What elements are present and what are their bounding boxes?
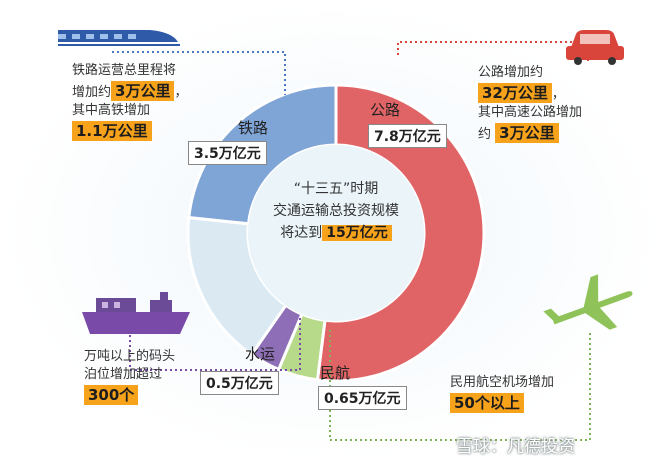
car-icon [566, 30, 624, 65]
water-line-3: 300个 [84, 384, 175, 406]
road-line-2: 32万公里， [478, 82, 582, 104]
slice-value-rail: 3.5万亿元 [188, 141, 267, 165]
air-annotation: 民用航空机场增加 50个以上 [450, 374, 554, 414]
connector-lines [112, 41, 591, 441]
center-text: “十三五”时期 交通运输总投资规模 将达到 15万亿元 [256, 178, 416, 244]
slice-value-air: 0.65万亿元 [318, 386, 407, 410]
rail-line-4: 1.1万公里 [72, 120, 187, 142]
rail-line-2-suffix: ， [174, 85, 188, 100]
rail-line-2: 增加约 3万公里， [72, 80, 187, 102]
center-line-2: 交通运输总投资规模 [273, 203, 399, 219]
road-annotation: 公路增加约 32万公里， 其中高速公路增加 约 3万公里 [478, 64, 582, 144]
slice-label-air: 民航 [320, 364, 351, 382]
water-annotation: 万吨以上的码头 泊位增加超过 300个 [84, 348, 175, 406]
rail-highspeed-value: 1.1万公里 [72, 121, 152, 141]
slice-label-rail: 铁路 [238, 119, 269, 137]
road-line-4-prefix: 约 [478, 127, 492, 142]
water-line-2: 泊位增加超过 [84, 367, 163, 382]
water-line-1: 万吨以上的码头 [84, 349, 176, 364]
center-line-3: 将达到 15万亿元 [256, 222, 416, 244]
train-icon [58, 30, 180, 46]
road-expressway-value: 3万公里 [495, 123, 559, 143]
total-value: 15万亿元 [322, 225, 392, 241]
road-line-4: 约 3万公里 [478, 122, 582, 144]
rail-line-3: 其中高铁增加 [72, 103, 151, 118]
rail-annotation: 铁路运营总里程将 增加约 3万公里， 其中高铁增加 1.1万公里 [72, 62, 187, 142]
plane-icon [543, 274, 633, 330]
water-berth-value: 300个 [84, 385, 139, 405]
rail-mileage-value: 3万公里 [111, 81, 175, 101]
watermark: 雪球：凡德投资 [456, 437, 575, 457]
road-mileage-value: 32万公里 [478, 83, 552, 103]
slice-value-water: 0.5万亿元 [200, 371, 279, 395]
rail-line-1: 铁路运营总里程将 [72, 63, 177, 78]
center-line-1: “十三五”时期 [293, 181, 379, 197]
slice-value-road: 7.8万亿元 [368, 124, 447, 148]
slice-label-road: 公路 [370, 101, 401, 119]
road-line-1: 公路增加约 [478, 65, 544, 80]
road-line-3: 其中高速公路增加 [478, 105, 583, 120]
air-line-1: 民用航空机场增加 [450, 375, 555, 390]
center-line-3-prefix: 将达到 [280, 225, 323, 241]
slice-label-water: 水运 [245, 345, 276, 363]
air-line-2: 50个以上 [450, 392, 554, 414]
air-airport-value: 50个以上 [450, 393, 524, 413]
road-line-2-suffix: ， [551, 87, 565, 102]
ship-icon [82, 292, 190, 334]
rail-line-2-prefix: 增加约 [72, 85, 112, 100]
